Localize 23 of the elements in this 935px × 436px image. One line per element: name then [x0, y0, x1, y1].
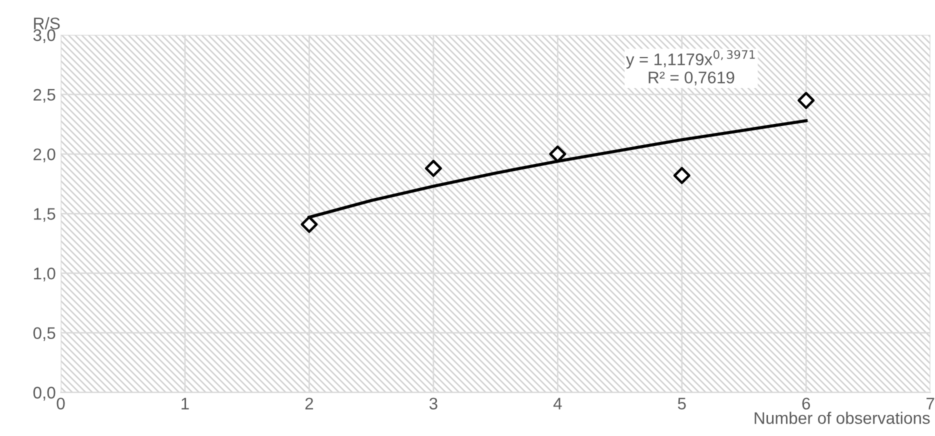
- x-tick-label: 5: [678, 398, 686, 410]
- y-tick-label: 0,5: [33, 327, 56, 341]
- y-tick-label: 1,5: [34, 208, 56, 222]
- point: [424, 160, 442, 177]
- y-tick-label: 3,0: [33, 29, 56, 44]
- point: [798, 92, 815, 109]
- y-tick-label: 2,0: [34, 148, 56, 162]
- x-tick-label: 7: [926, 398, 934, 410]
- point: [549, 146, 566, 163]
- y-tick-label: 1,0: [34, 268, 56, 282]
- point: [300, 216, 318, 233]
- y-axis-title: R/S: [34, 17, 60, 30]
- x-tick-label: 3: [429, 398, 438, 410]
- x-tick-label: 6: [802, 398, 810, 410]
- y-tick-label: 2,5: [34, 88, 56, 103]
- x-tick-label: 4: [553, 398, 562, 410]
- y-tick-label: 0,0: [33, 386, 56, 401]
- x-tick-label: 1: [182, 398, 189, 410]
- point: [673, 166, 690, 184]
- x-tick-label: 0: [56, 398, 65, 410]
- x-axis-title: Number of observations: [754, 412, 930, 424]
- annotation: y = 1,1179x$^{0,3971}$ R² = 0,7619: [626, 50, 755, 86]
- x-tick-label: 2: [305, 398, 314, 410]
